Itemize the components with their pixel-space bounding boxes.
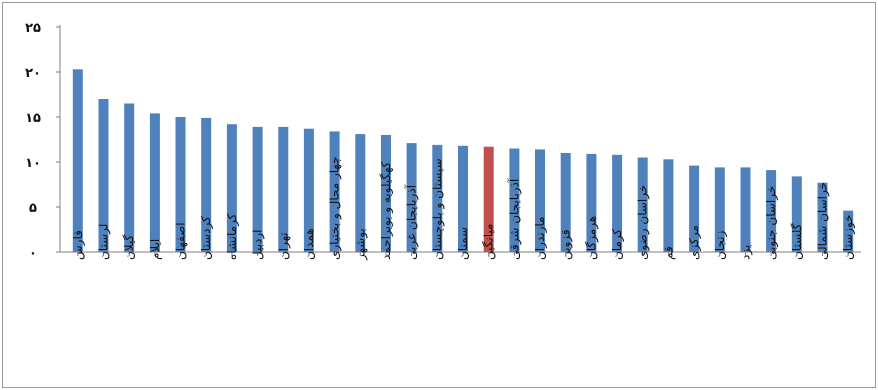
bar — [226, 124, 237, 252]
x-category-label: سمنان — [456, 227, 470, 260]
x-category-label: آذربایجان غربی — [404, 184, 420, 260]
x-category-label: لرستان — [97, 224, 112, 260]
x-category-label: قم — [661, 246, 675, 260]
x-category-label: زنجان — [713, 230, 728, 260]
bar — [663, 159, 674, 252]
bar-chart: ۰ ۵ ۱۰ ۱۵ ۲۰ ۲۵ فارس لرستان گیلان ایلام اصفهان کرد… — [25, 21, 861, 261]
bar — [483, 146, 494, 252]
x-category-label: گیلان — [122, 234, 136, 260]
bar — [252, 126, 263, 252]
x-category-label: کرمان — [610, 228, 625, 260]
x-category-label: ایلام — [148, 239, 162, 260]
x-category-label: یزد — [739, 245, 754, 260]
x-category-label: فارس — [71, 230, 86, 260]
x-category-label: مازندران — [533, 217, 548, 260]
x-category-label: اصفهان — [174, 222, 188, 260]
bar — [124, 103, 135, 252]
bar — [509, 148, 520, 252]
x-category-label: بوشهر — [353, 228, 368, 261]
bar — [72, 69, 83, 252]
x-category-label: کردستان — [199, 216, 214, 260]
bar — [560, 153, 571, 252]
x-category-label: هرمزگان — [584, 216, 599, 260]
bar — [843, 210, 854, 252]
x-category-label: چهار محال و بختیاری — [328, 157, 343, 260]
y-axis: ۰ ۵ ۱۰ ۱۵ ۲۰ ۲۵ — [25, 21, 861, 261]
bar — [766, 170, 777, 252]
x-category-label: سیستان و بلوچستان — [430, 158, 445, 260]
y-tick-label: ۱۰ — [25, 156, 41, 171]
x-category-label: آذربایجان شرقی — [506, 178, 522, 260]
bar — [406, 143, 417, 252]
x-category-label: میانگین — [482, 224, 497, 260]
bars — [72, 69, 854, 253]
x-category-label: خراسان رضوی — [636, 185, 651, 260]
y-tick-label: ۵ — [29, 201, 37, 216]
x-category-label: گلستان — [790, 223, 804, 260]
bar — [381, 135, 391, 252]
x-category-label: کهگیلویه و بویراحمد — [379, 161, 394, 260]
bar — [355, 134, 366, 252]
bar — [637, 157, 648, 252]
bar — [149, 113, 160, 253]
y-tick-label: ۰ — [29, 246, 37, 261]
bar — [278, 126, 289, 252]
x-category-label: اردبیل — [251, 229, 266, 260]
bar — [689, 165, 700, 252]
x-category-label: خراسان شمالی — [816, 182, 831, 260]
y-tick-label: ۱۵ — [25, 111, 41, 126]
bar — [329, 131, 340, 252]
bar — [740, 167, 751, 252]
x-category-label: قزوین — [559, 229, 574, 260]
bar — [432, 144, 443, 252]
bar — [201, 117, 212, 253]
bar — [535, 149, 545, 252]
bar — [586, 153, 597, 252]
x-category-label: کرمانشاه — [225, 213, 240, 260]
x-category-label: تهران — [276, 232, 291, 260]
bar — [458, 145, 468, 252]
x-category-label: خراسان جنوبی — [764, 186, 779, 260]
y-tick-label: ۲۵ — [25, 21, 41, 36]
x-axis-labels: فارس لرستان گیلان ایلام اصفهان کردستان کرمانشا… — [71, 157, 856, 261]
bar — [817, 182, 828, 252]
x-category-label: مرکزی — [687, 225, 702, 260]
x-category-label: خوزستان — [841, 214, 856, 260]
bar — [303, 128, 314, 252]
bar — [791, 176, 802, 252]
bar — [175, 117, 186, 252]
bar — [612, 154, 623, 252]
bar — [714, 167, 725, 252]
y-tick-label: ۲۰ — [25, 66, 41, 81]
x-category-label: همدان — [302, 228, 316, 260]
bar — [98, 99, 109, 252]
